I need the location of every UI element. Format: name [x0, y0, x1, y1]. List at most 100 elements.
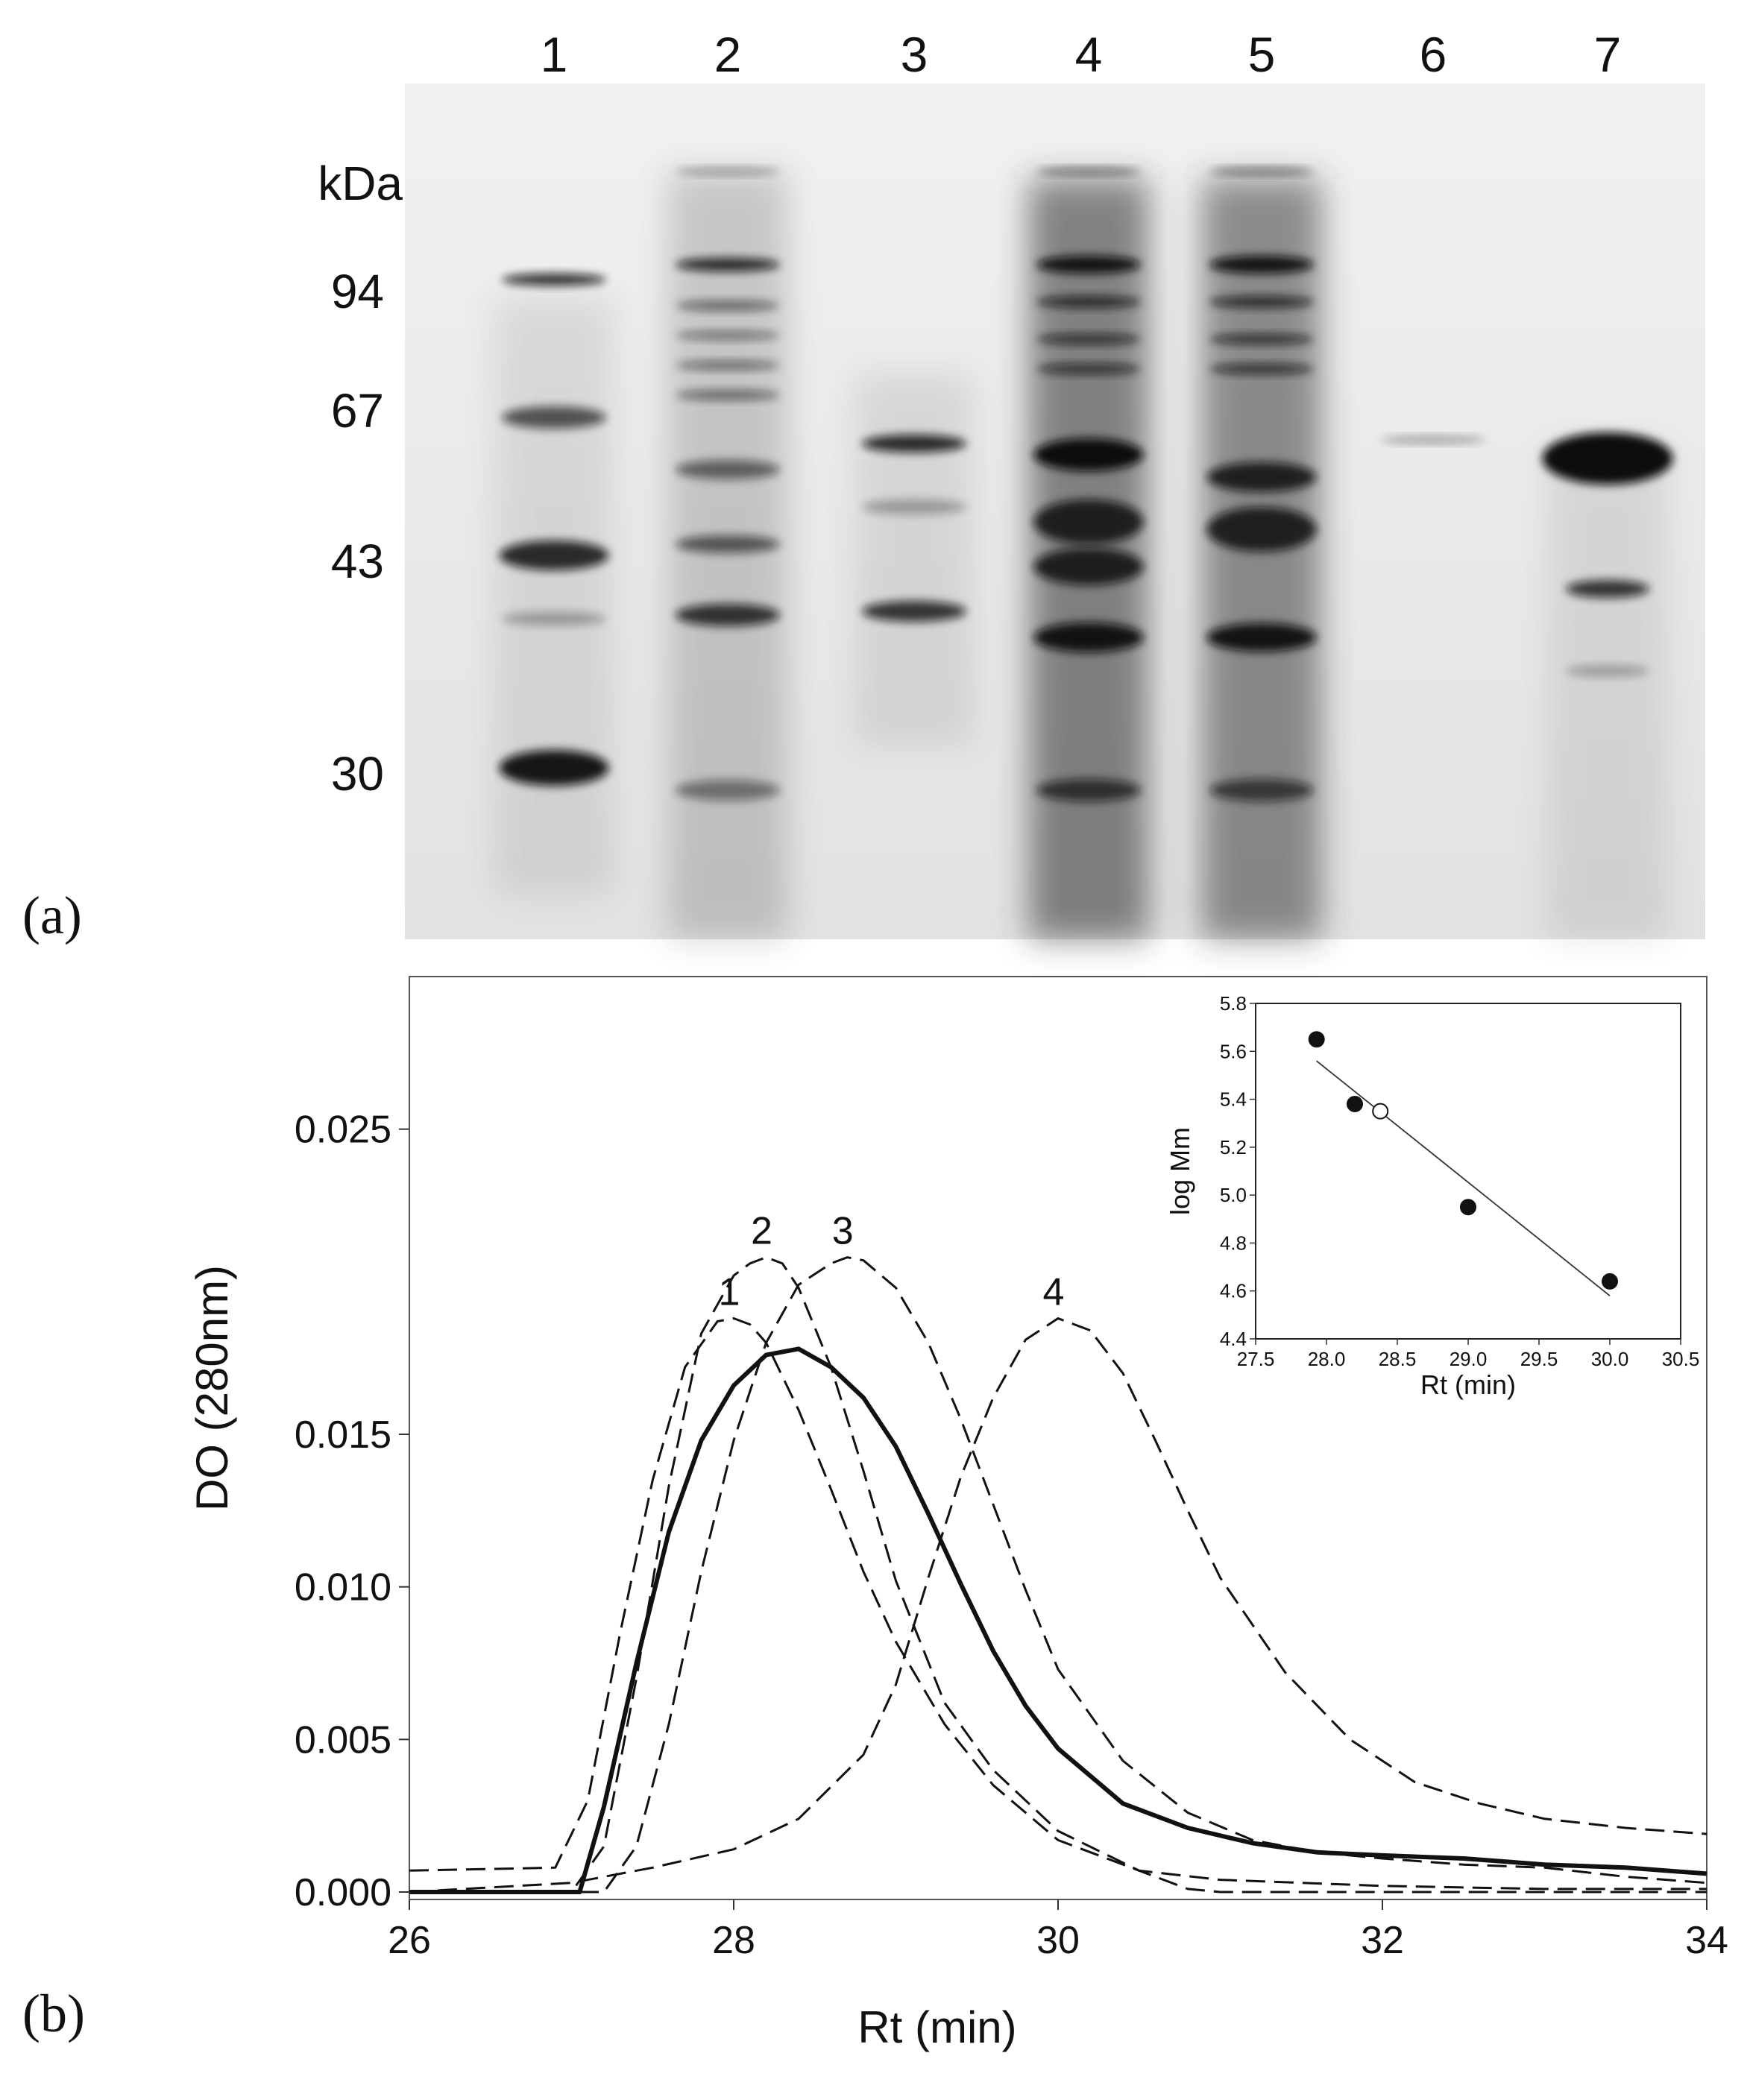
main-y-tick-labels: 0.000 0.005 0.010 0.015 0.025 — [295, 1109, 391, 1914]
lane-label-5: 5 — [1248, 27, 1276, 82]
inset-y-tick-label: 5.4 — [1220, 1088, 1247, 1111]
gel-band — [676, 300, 780, 311]
inset-point-filled — [1308, 1031, 1325, 1048]
inset-points — [1308, 1031, 1618, 1290]
main-y-tick-label: 0.000 — [295, 1871, 391, 1914]
gel-band — [1033, 499, 1144, 544]
inset-point-filled — [1602, 1273, 1618, 1290]
inset-axis-ticks — [1250, 1003, 1681, 1345]
gel-band — [1033, 622, 1144, 652]
gel-band — [862, 499, 966, 514]
gel-band — [1033, 548, 1144, 585]
inset-x-tick-label: 29.0 — [1450, 1348, 1488, 1370]
gel-band — [1209, 168, 1314, 175]
gel-band — [676, 535, 780, 553]
inset-x-tick-label: 28.5 — [1379, 1348, 1417, 1370]
inset-x-tick-label: 30.5 — [1662, 1348, 1700, 1370]
series-line-1 — [409, 1317, 1707, 1891]
inset-x-tick-label: 29.5 — [1520, 1348, 1558, 1370]
lane-label-6: 6 — [1420, 27, 1447, 82]
main-y-axis-label: DO (280nm) — [187, 1265, 237, 1511]
series-line-3 — [409, 1256, 1707, 1894]
gel-smear — [668, 171, 787, 939]
gel-smear — [854, 373, 974, 745]
main-x-axis-label: Rt (min) — [857, 2002, 1016, 2052]
peak-label-4: 4 — [1043, 1270, 1065, 1314]
panel-a-label: (a) — [22, 886, 82, 945]
inset-x-tick-labels: 27.5 28.0 28.5 29.0 29.5 30.0 30.5 — [1237, 1348, 1700, 1370]
inset-x-axis-label: Rt (min) — [1420, 1369, 1516, 1400]
gel-band — [502, 406, 606, 429]
inset-x-tick-label: 30.0 — [1591, 1348, 1629, 1370]
main-x-tick-label: 30 — [1036, 1919, 1080, 1962]
gel-band — [676, 390, 780, 400]
gel-band — [1381, 436, 1485, 444]
gel-band — [1036, 256, 1141, 274]
main-x-tick-label: 32 — [1361, 1919, 1404, 1962]
mw-marker-94: 94 — [331, 265, 384, 318]
gel-band — [676, 168, 780, 175]
inset-y-tick-labels: 4.4 4.6 4.8 5.0 5.2 5.4 5.6 5.8 — [1220, 992, 1247, 1350]
inset-y-tick-label: 5.8 — [1220, 992, 1247, 1015]
main-y-tick-label: 0.010 — [295, 1566, 391, 1609]
gel-band — [1209, 779, 1314, 801]
inset-y-tick-label: 4.6 — [1220, 1280, 1247, 1302]
gel-band — [1033, 438, 1144, 471]
inset-background — [1141, 983, 1700, 1407]
main-y-tick-label: 0.025 — [295, 1109, 391, 1152]
gel-band — [1206, 507, 1317, 552]
lane-label-7: 7 — [1594, 27, 1622, 82]
gel-smear — [494, 298, 614, 895]
gel-band — [676, 604, 780, 626]
gel-bands — [494, 168, 1673, 939]
main-series — [409, 1256, 1707, 1894]
series-line-4 — [409, 1317, 1707, 1894]
lane-label-1: 1 — [541, 27, 568, 82]
gel-band — [1209, 334, 1314, 344]
peak-label-1: 1 — [719, 1270, 740, 1314]
gel-band — [1209, 296, 1314, 308]
inset-y-tick-label: 5.2 — [1220, 1136, 1247, 1158]
gel-band — [1206, 462, 1317, 492]
gel-band — [1209, 256, 1314, 274]
inset-point-filled — [1347, 1096, 1363, 1112]
gel-band — [1206, 623, 1317, 652]
peak-label-3: 3 — [832, 1210, 854, 1253]
gel-band — [499, 750, 609, 786]
gel-band — [1566, 580, 1649, 598]
gel-band — [502, 274, 606, 286]
main-x-tick-label: 26 — [388, 1919, 431, 1962]
gel-band — [1036, 779, 1141, 801]
gel-band — [1036, 168, 1141, 175]
main-peak-annotations: 12 3 4 — [719, 1210, 1065, 1314]
inset-fit-line-group — [1316, 1060, 1611, 1296]
inset-y-tick-label: 4.8 — [1220, 1232, 1247, 1254]
gel-band — [676, 331, 780, 340]
inset-y-tick-label: 5.6 — [1220, 1040, 1247, 1062]
gel-band — [499, 540, 609, 570]
gel-smear — [1202, 179, 1321, 939]
inset-y-tick-label: 4.4 — [1220, 1328, 1247, 1350]
lane-labels: 1 2 3 4 5 6 7 — [541, 27, 1622, 82]
mw-unit-label: kDa — [318, 157, 403, 210]
gel-band — [1036, 296, 1141, 308]
inset-y-tick-label: 5.0 — [1220, 1184, 1247, 1206]
mw-marker-43: 43 — [331, 535, 384, 588]
gel-smear — [1548, 447, 1667, 939]
main-x-tick-label: 28 — [712, 1919, 755, 1962]
inset-point-open — [1372, 1103, 1389, 1120]
panel-b-label: (b) — [22, 1984, 85, 2043]
gel-band — [1566, 666, 1649, 676]
gel-band — [676, 460, 780, 479]
inset-x-tick-label: 28.0 — [1308, 1348, 1346, 1370]
gel-band — [676, 361, 780, 370]
inset-point-filled — [1460, 1199, 1476, 1216]
gel-band — [862, 435, 966, 453]
gel-band — [1542, 432, 1673, 485]
inset-fit-line — [1316, 1060, 1611, 1296]
inset-chart: 27.5 28.0 28.5 29.0 29.5 30.0 30.5 4.4 4.6 4.8 5.… — [1141, 983, 1700, 1407]
mw-marker-30: 30 — [331, 747, 384, 801]
gel-band — [1209, 364, 1314, 374]
lane-label-4: 4 — [1075, 27, 1103, 82]
